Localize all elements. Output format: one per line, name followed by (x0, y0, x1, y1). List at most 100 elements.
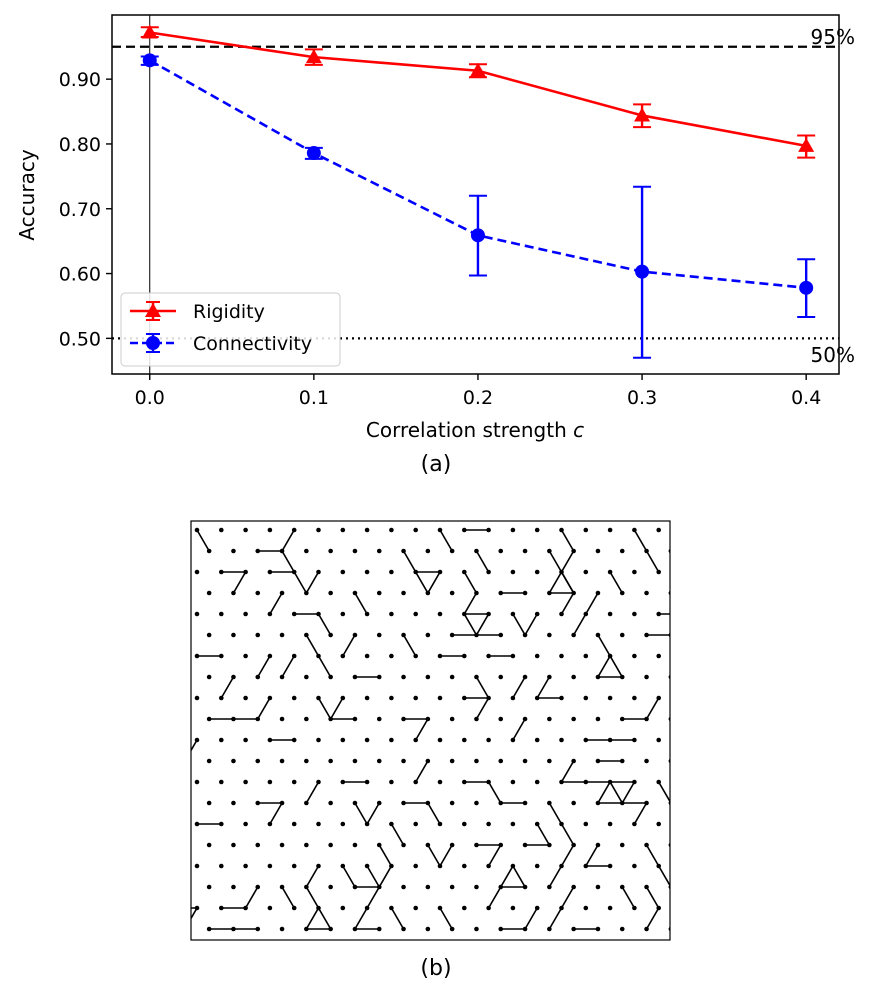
network-node (267, 611, 273, 617)
network-node (389, 863, 394, 869)
network-node (498, 758, 504, 764)
x-axis-symbol: c (573, 418, 584, 442)
network-node (279, 842, 285, 848)
network-node (449, 926, 455, 932)
network-node (595, 884, 601, 890)
network-node (316, 948, 321, 950)
network-node (462, 611, 467, 617)
network-node (693, 633, 698, 638)
series-rigidity (140, 24, 816, 159)
network-node (389, 527, 394, 533)
network-node (292, 948, 297, 950)
network-node (364, 863, 370, 869)
network-node (474, 842, 479, 848)
network-node (267, 695, 273, 701)
network-node (352, 716, 358, 722)
network-node (559, 905, 564, 911)
network-node (619, 800, 625, 806)
network-node (474, 758, 479, 764)
network-node (170, 696, 175, 701)
network-node (668, 842, 670, 848)
network-node (681, 654, 686, 659)
network-node (595, 758, 601, 764)
network-node (474, 926, 479, 932)
network-node (304, 674, 309, 680)
network-node (559, 948, 564, 950)
x-tick-label-0: 0.0 (135, 387, 165, 409)
network-node (183, 717, 188, 722)
network-node (231, 674, 236, 680)
network-node (268, 948, 273, 950)
network-node (267, 527, 273, 533)
network-node (401, 926, 406, 932)
network-node (681, 948, 686, 950)
network-node (328, 758, 333, 764)
network-node (474, 884, 479, 890)
network-bond (560, 886, 575, 909)
network-bond (536, 676, 551, 699)
network-node (449, 590, 455, 596)
network-node (656, 653, 661, 659)
network-node (510, 737, 516, 743)
network-node (437, 863, 443, 869)
network-node (498, 548, 504, 554)
network-bond (402, 634, 417, 657)
network-node (219, 695, 224, 701)
network-node (401, 842, 406, 848)
network-node (583, 569, 589, 575)
network-node (462, 905, 467, 911)
network-node (328, 632, 333, 638)
network-node (352, 800, 358, 806)
network-node (425, 884, 431, 890)
network-bond (560, 550, 575, 573)
network-node (571, 758, 576, 764)
network-bond (305, 634, 320, 657)
legend-rigidity-swatch (130, 301, 176, 321)
network-node (462, 527, 467, 533)
network-node (607, 695, 613, 701)
panel-a-caption: (a) (420, 452, 452, 477)
network-bond (597, 634, 611, 657)
network-node (668, 674, 670, 680)
y-tick-label-2: 0.70 (59, 199, 101, 221)
network-bond (161, 698, 173, 719)
network-bond (621, 886, 636, 909)
network-triangle (304, 906, 333, 930)
network-node (401, 674, 406, 680)
ref-label-50: 50% (811, 343, 855, 367)
network-node (194, 821, 200, 827)
network-node (668, 590, 670, 596)
network-bond (439, 907, 453, 930)
network-node (486, 779, 491, 785)
network-node (255, 632, 261, 638)
y-tick-label-0: 0.50 (59, 328, 101, 350)
network-bond (305, 781, 320, 804)
network-bond (366, 865, 380, 888)
network-node (243, 821, 248, 827)
network-node (571, 548, 576, 554)
network-node (401, 548, 406, 554)
network-node (498, 590, 504, 596)
network-node (231, 548, 236, 554)
network-node (462, 737, 467, 743)
network-node (595, 590, 601, 596)
network-bond (658, 781, 670, 804)
network-node (219, 779, 224, 785)
network-node (583, 653, 589, 659)
network-bond (281, 529, 295, 552)
network-node (364, 905, 370, 911)
network-node (693, 759, 698, 764)
network-triangle (596, 654, 624, 678)
network-node (206, 926, 212, 932)
network-node (425, 548, 431, 554)
data-point-rigidity-2 (469, 62, 486, 77)
network-node (267, 569, 273, 575)
network-node (425, 758, 431, 764)
network-node (522, 674, 528, 680)
network-node (413, 653, 419, 659)
network-node (304, 926, 309, 932)
network-node (462, 695, 467, 701)
network-node (522, 716, 528, 722)
lattice-network-diagram (161, 520, 698, 950)
network-node (486, 948, 491, 950)
